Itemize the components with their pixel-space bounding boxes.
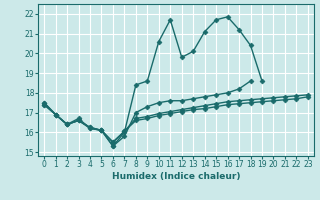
X-axis label: Humidex (Indice chaleur): Humidex (Indice chaleur) xyxy=(112,172,240,181)
